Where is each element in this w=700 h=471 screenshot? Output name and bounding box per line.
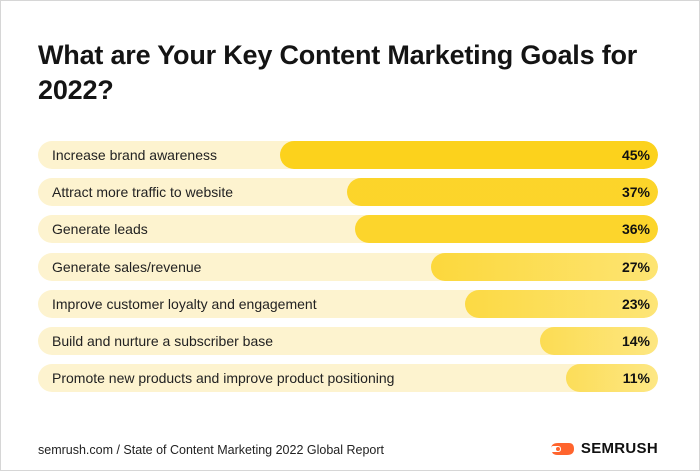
bar-row: Generate leads 36% — [38, 215, 658, 244]
category-label: Build and nurture a subscriber base — [52, 332, 274, 349]
value-label: 14% — [621, 332, 650, 349]
bar-row: Improve customer loyalty and engagement 2… — [38, 289, 658, 318]
semrush-flame-icon — [550, 442, 574, 455]
source-caption: semrush.com / State of Content Marketing… — [38, 443, 385, 457]
category-label: Improve customer loyalty and engagement — [52, 295, 317, 312]
bar — [540, 326, 658, 355]
value-label: 37% — [621, 184, 650, 201]
value-label: 23% — [621, 295, 650, 312]
bar-row: Increase brand awareness 45% — [38, 141, 658, 169]
category-label: Attract more traffic to website — [52, 184, 234, 201]
bar — [347, 178, 658, 207]
brand-name: SEMRUSH — [580, 440, 658, 457]
category-label: Increase brand awareness — [52, 147, 217, 163]
chart-title: What are Your Key Content Marketing Goal… — [38, 40, 638, 105]
value-label: 11% — [622, 370, 650, 387]
category-label: Generate sales/revenue — [52, 258, 202, 275]
bar-row: Generate sales/revenue 27% — [38, 252, 658, 281]
bar-row: Promote new products and improve product… — [38, 364, 658, 393]
bar-row: Attract more traffic to website 37% — [38, 178, 658, 207]
bar-row: Build and nurture a subscriber base 14% — [38, 326, 658, 355]
bar — [355, 215, 658, 244]
bar — [464, 289, 658, 318]
bar — [565, 364, 658, 393]
brand-logo: SEMRUSH — [549, 440, 658, 457]
bar-chart: Increase brand awareness 45% Attract more … — [38, 141, 658, 401]
value-label: 45% — [621, 147, 650, 163]
category-label: Promote new products and improve product… — [52, 370, 395, 387]
value-label: 36% — [621, 221, 650, 238]
category-label: Generate leads — [52, 221, 148, 238]
bar — [279, 141, 658, 169]
value-label: 27% — [621, 258, 650, 275]
bar — [431, 252, 658, 281]
